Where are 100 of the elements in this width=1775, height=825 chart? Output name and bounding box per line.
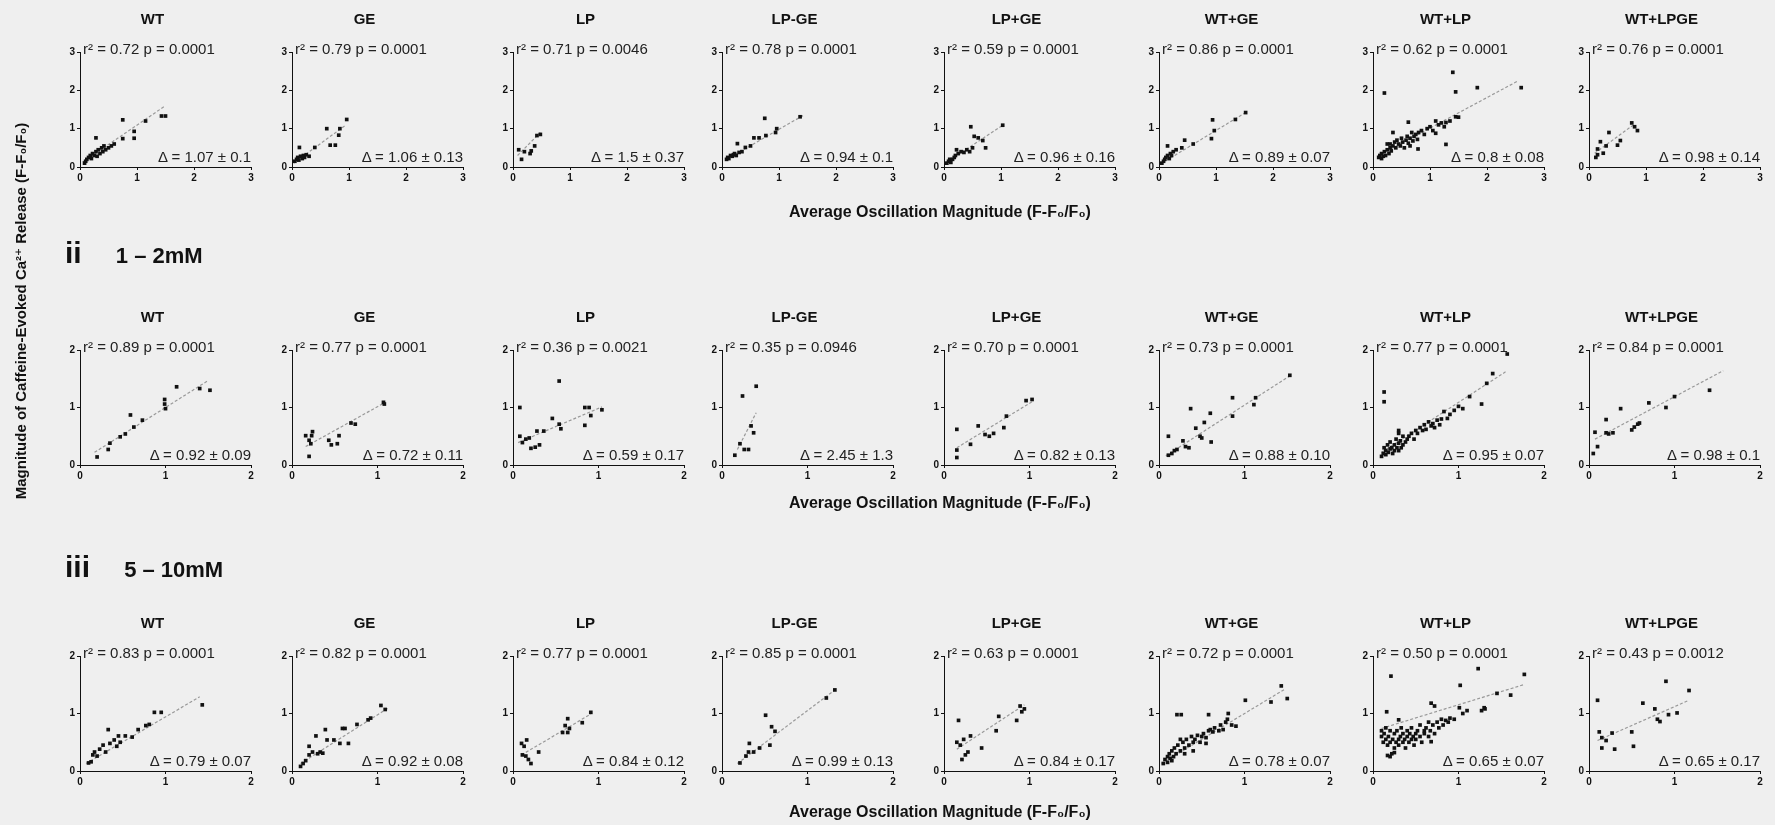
x-tick-label: 1: [595, 775, 602, 787]
y-tick-label: 2: [1578, 343, 1585, 355]
x-tick-label: 1: [1026, 775, 1033, 787]
y-tick-label: 0: [1362, 458, 1369, 470]
chart-subtitle: iii 5 – 10mM: [65, 549, 224, 583]
x-tick-label: 3: [1327, 171, 1334, 183]
annotation: Δ = 0.89 ± 0.07: [1228, 148, 1330, 165]
x-tick-label: 2: [1327, 775, 1334, 787]
x-tick-label: 1: [162, 469, 169, 481]
chart-title: WT: [140, 308, 164, 326]
annotation: r² = 0.73 p = 0.0001: [1162, 338, 1294, 356]
x-tick-label: 0: [1370, 469, 1377, 481]
x-tick-label: 0: [940, 775, 947, 787]
chart-title: LP: [575, 10, 595, 28]
x-tick-label: 1: [162, 775, 169, 787]
annotation: r² = 0.71 p = 0.0046: [515, 40, 648, 58]
annotation: Δ = 0.92 ± 0.08: [362, 752, 464, 769]
y-tick-label: 2: [501, 343, 508, 355]
annotation: Δ = 0.98 ± 0.1: [1667, 446, 1760, 463]
y-tick-label: 2: [1362, 84, 1369, 96]
annotation: r² = 0.59 p = 0.0001: [946, 40, 1079, 58]
y-tick-label: 1: [1148, 707, 1155, 719]
y-tick-label: 2: [501, 649, 508, 661]
x-tick-label: 0: [509, 171, 516, 183]
y-tick-label: 0: [501, 458, 508, 470]
y-tick-label: 3: [501, 45, 508, 57]
y-tick-label: 1: [501, 401, 508, 413]
annotation: r² = 0.84 p = 0.0001: [1592, 338, 1724, 356]
y-tick-label: 0: [1578, 458, 1585, 470]
annotation: Δ = 0.78 ± 0.07: [1228, 752, 1330, 769]
chart-title: WT+LP: [1419, 614, 1472, 632]
x-tick-label: 2: [890, 775, 897, 787]
y-tick-label: 1: [68, 707, 75, 719]
annotation: r² = 0.85 p = 0.0001: [725, 644, 857, 662]
y-tick-label: 0: [68, 764, 75, 776]
chart-title: LP-GE: [771, 10, 818, 28]
chart-title: LP+GE: [991, 614, 1041, 632]
annotation: Δ = 0.59 ± 0.17: [582, 446, 684, 463]
x-tick-label: 2: [190, 171, 197, 183]
annotation: Δ = 0.72 ± 0.11: [363, 446, 464, 463]
y-tick-label: 2: [501, 84, 508, 96]
y-tick-label: 3: [932, 45, 939, 57]
y-tick-label: 2: [711, 649, 718, 661]
y-tick-label: 2: [1148, 343, 1155, 355]
annotation: r² = 0.50 p = 0.0001: [1376, 644, 1508, 662]
x-tick-label: 3: [1541, 171, 1548, 183]
y-tick-label: 1: [1362, 401, 1369, 413]
x-tick-label: 2: [1541, 775, 1548, 787]
chart-title: WT+GE: [1204, 614, 1259, 632]
annotation: r² = 0.76 p = 0.0001: [1592, 40, 1724, 58]
annotation: Δ = 0.84 ± 0.17: [1013, 752, 1115, 769]
y-tick-label: 1: [68, 401, 75, 413]
y-tick-label: 2: [1148, 84, 1155, 96]
y-tick-label: 1: [1362, 707, 1369, 719]
x-tick-label: 2: [623, 171, 630, 183]
annotation: r² = 0.77 p = 0.0001: [295, 338, 428, 356]
x-tick-label: 1: [1455, 775, 1462, 787]
y-tick-label: 1: [281, 122, 288, 134]
x-tick-label: 1: [804, 469, 811, 481]
y-tick-label: 2: [1362, 343, 1369, 355]
y-tick-label: 1: [711, 401, 718, 413]
x-tick-label: 2: [1700, 171, 1707, 183]
y-tick-label: 0: [932, 764, 939, 776]
y-tick-label: 3: [711, 45, 718, 57]
y-tick-label: 0: [281, 458, 288, 470]
y-tick-label: 0: [711, 764, 718, 776]
annotation: Δ = 0.65 ± 0.17: [1658, 752, 1760, 769]
x-tick-label: 0: [940, 469, 947, 481]
y-tick-label: 1: [501, 122, 508, 134]
annotation: r² = 0.62 p = 0.0001: [1376, 40, 1508, 58]
y-tick-label: 1: [1578, 401, 1585, 413]
x-tick-label: 0: [289, 469, 296, 481]
chart-title: WT+GE: [1204, 308, 1259, 326]
y-tick-label: 0: [1148, 160, 1155, 172]
annotation: Δ = 1.5 ± 0.37: [590, 148, 684, 165]
x-tick-label: 0: [1586, 469, 1593, 481]
x-tick-label: 0: [719, 171, 726, 183]
chart-title: WT+LPGE: [1625, 308, 1698, 326]
y-tick-label: 2: [68, 343, 75, 355]
y-tick-label: 3: [281, 45, 288, 57]
annotation: r² = 0.79 p = 0.0001: [295, 40, 428, 58]
x-axis-title: Average Oscillation Magnitude (F-F₀/F₀): [789, 803, 1091, 821]
y-tick-label: 1: [1578, 122, 1585, 134]
x-tick-label: 3: [890, 171, 897, 183]
x-tick-label: 1: [804, 775, 811, 787]
x-tick-label: 0: [1370, 775, 1377, 787]
y-tick-label: 3: [1148, 45, 1155, 57]
y-tick-label: 2: [68, 84, 75, 96]
x-tick-label: 1: [1213, 171, 1220, 183]
chart-title: LP: [575, 308, 595, 326]
y-tick-label: 2: [281, 649, 288, 661]
annotation: Δ = 0.82 ± 0.13: [1013, 446, 1115, 463]
y-tick-label: 0: [501, 764, 508, 776]
y-tick-label: 3: [68, 45, 75, 57]
x-tick-label: 2: [247, 469, 254, 481]
x-tick-label: 1: [1241, 469, 1248, 481]
x-tick-label: 1: [1427, 171, 1434, 183]
y-tick-label: 0: [1578, 764, 1585, 776]
annotation: r² = 0.77 p = 0.0001: [515, 644, 648, 662]
y-tick-label: 2: [1578, 649, 1585, 661]
